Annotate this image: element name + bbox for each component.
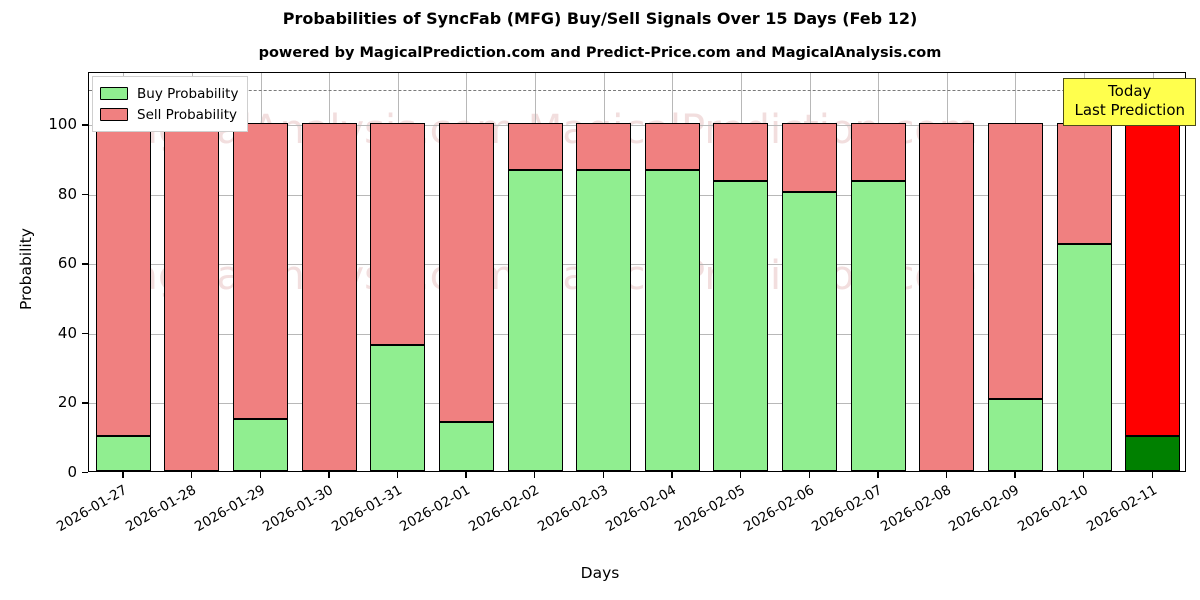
bar-segment-buy[interactable] xyxy=(507,170,563,471)
y-axis-tick xyxy=(82,124,88,126)
bar-segment-buy[interactable] xyxy=(1125,435,1181,471)
y-axis-label: Probability xyxy=(17,228,35,310)
y-axis-tick-label: 0 xyxy=(67,463,77,481)
plot-inner: MagicalAnalysis.com MagicalPrediction.co… xyxy=(89,73,1185,471)
bar-group[interactable] xyxy=(438,73,494,471)
x-axis-tick xyxy=(877,472,879,478)
x-axis-tick xyxy=(1083,472,1085,478)
today-annotation: Today Last Prediction xyxy=(1063,78,1196,126)
bar-segment-buy[interactable] xyxy=(576,170,632,471)
bar-segment-sell[interactable] xyxy=(438,123,494,423)
bar-group[interactable] xyxy=(507,73,563,471)
today-annotation-line2: Last Prediction xyxy=(1074,101,1185,119)
x-axis-tick xyxy=(808,472,810,478)
bar-group[interactable] xyxy=(987,73,1043,471)
y-axis-tick-label: 20 xyxy=(57,393,77,412)
bar-segment-buy[interactable] xyxy=(850,180,906,471)
bar-segment-sell[interactable] xyxy=(782,123,837,193)
bar-segment-sell[interactable] xyxy=(576,123,632,171)
bar-segment-buy[interactable] xyxy=(713,180,769,471)
legend-swatch-sell-icon xyxy=(100,108,128,121)
x-axis-tick xyxy=(534,472,536,478)
bar-segment-sell[interactable] xyxy=(164,123,220,471)
x-axis-tick xyxy=(945,472,948,478)
bar-segment-sell[interactable] xyxy=(301,123,357,471)
bar-segment-sell[interactable] xyxy=(1125,123,1181,436)
y-axis-tick-label: 40 xyxy=(57,323,77,342)
bar-group[interactable] xyxy=(576,73,632,471)
reference-line xyxy=(89,90,1185,92)
bar-segment-sell[interactable] xyxy=(370,123,426,346)
bar-group[interactable] xyxy=(1056,73,1112,471)
y-axis-tick xyxy=(82,193,88,196)
bar-group[interactable] xyxy=(1125,73,1181,471)
x-axis-tick xyxy=(602,472,605,478)
today-annotation-line1: Today xyxy=(1108,82,1152,100)
x-axis-tick xyxy=(739,472,742,478)
legend-item-buy[interactable]: Buy Probability xyxy=(100,83,238,104)
bar-segment-buy[interactable] xyxy=(233,418,288,471)
chart-subtitle: powered by MagicalPrediction.com and Pre… xyxy=(258,45,942,61)
x-axis-tick xyxy=(1151,472,1154,478)
bar-group[interactable] xyxy=(919,73,975,471)
bar-group[interactable] xyxy=(850,73,906,471)
bar-segment-buy[interactable] xyxy=(370,345,426,471)
plot-area: MagicalAnalysis.com MagicalPrediction.co… xyxy=(88,72,1186,472)
bar-group[interactable] xyxy=(301,73,357,471)
gridline-horizontal xyxy=(89,125,1185,127)
legend-item-label: Sell Probability xyxy=(137,106,238,123)
bar-segment-sell[interactable] xyxy=(919,123,975,471)
bar-segment-sell[interactable] xyxy=(233,123,288,419)
bar-segment-buy[interactable] xyxy=(95,436,151,471)
legend-item-label: Buy Probability xyxy=(137,85,239,102)
legend-swatch-buy-icon xyxy=(100,87,128,100)
bar-segment-buy[interactable] xyxy=(782,192,837,471)
bar-segment-buy[interactable] xyxy=(644,170,700,471)
gridline-horizontal xyxy=(89,264,1185,266)
bar-group[interactable] xyxy=(233,73,288,471)
bar-segment-sell[interactable] xyxy=(1056,123,1112,245)
chart-title: Probabilities of SyncFab (MFG) Buy/Sell … xyxy=(282,9,918,28)
x-axis-tick xyxy=(396,472,399,478)
y-axis-tick-label: 80 xyxy=(57,184,77,203)
y-axis-tick xyxy=(82,263,88,265)
bar-group[interactable] xyxy=(713,73,769,471)
y-axis-tick xyxy=(82,472,88,474)
x-axis-tick xyxy=(1014,472,1016,478)
bar-group[interactable] xyxy=(644,73,700,471)
gridline-horizontal xyxy=(89,333,1185,335)
bar-group[interactable] xyxy=(95,73,151,471)
legend-item-sell[interactable]: Sell Probability xyxy=(100,104,238,125)
bar-group[interactable] xyxy=(370,73,426,471)
chart-legend: Buy Probability Sell Probability xyxy=(92,76,249,132)
gridline-horizontal xyxy=(89,403,1185,405)
x-axis-label: Days xyxy=(580,564,620,582)
x-axis-tick xyxy=(328,472,330,478)
x-axis-tick xyxy=(259,472,261,478)
bar-segment-buy[interactable] xyxy=(987,399,1043,471)
bar-group[interactable] xyxy=(782,73,837,471)
bar-segment-buy[interactable] xyxy=(1056,244,1112,471)
bar-segment-sell[interactable] xyxy=(507,123,563,171)
y-axis-tick-label: 100 xyxy=(48,115,77,134)
bar-segment-sell[interactable] xyxy=(713,123,769,181)
y-axis-tick-label: 60 xyxy=(57,254,77,273)
x-axis-tick xyxy=(122,472,124,478)
bar-segment-sell[interactable] xyxy=(850,123,906,181)
bar-group[interactable] xyxy=(164,73,220,471)
bar-segment-buy[interactable] xyxy=(438,422,494,471)
x-axis-tick xyxy=(190,472,193,478)
y-axis-tick xyxy=(82,332,88,335)
x-axis-tick xyxy=(671,472,673,478)
bar-segment-sell[interactable] xyxy=(644,123,700,171)
x-axis-tick xyxy=(465,472,467,478)
y-axis-tick xyxy=(82,402,88,404)
gridline-horizontal xyxy=(89,194,1185,196)
bar-segment-sell[interactable] xyxy=(987,123,1043,400)
bar-segment-sell[interactable] xyxy=(95,123,151,437)
